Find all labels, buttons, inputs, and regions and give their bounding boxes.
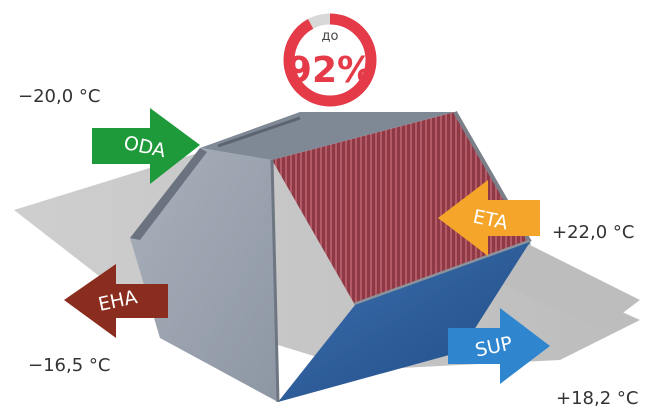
unit-top-face [200, 112, 455, 160]
unit-left-flange [130, 148, 207, 240]
badge-prefix: до [322, 29, 339, 44]
eha-temperature: −16,5 °C [28, 355, 110, 376]
eha-arrow-icon [64, 264, 168, 338]
unit-vertical-edge [270, 159, 280, 403]
unit-fin-face [272, 112, 530, 305]
oda-arrow-icon [92, 108, 200, 184]
badge-value: 92% [287, 50, 373, 91]
eta-flow: ETA +22,0 °C [438, 180, 634, 256]
sup-arrow-icon [448, 308, 550, 384]
sup-temperature: +18,2 °C [556, 388, 638, 408]
eta-arrow-icon [438, 180, 540, 256]
eta-temperature: +22,0 °C [552, 222, 634, 243]
unit-top-rail [217, 116, 301, 148]
efficiency-ring-icon [283, 13, 377, 107]
sup-flow: SUP +18,2 °C [448, 308, 638, 408]
unit-left-face [130, 148, 278, 402]
heat-exchanger-icon [130, 111, 532, 403]
efficiency-badge: до 92% [280, 10, 380, 110]
unit-bottom-face [278, 242, 530, 402]
oda-temperature: −20,0 °C [18, 86, 100, 107]
badge-background [280, 10, 380, 110]
oda-flow: ODA −20,0 °C [18, 86, 200, 184]
eha-flow: EHA −16,5 °C [28, 264, 168, 376]
